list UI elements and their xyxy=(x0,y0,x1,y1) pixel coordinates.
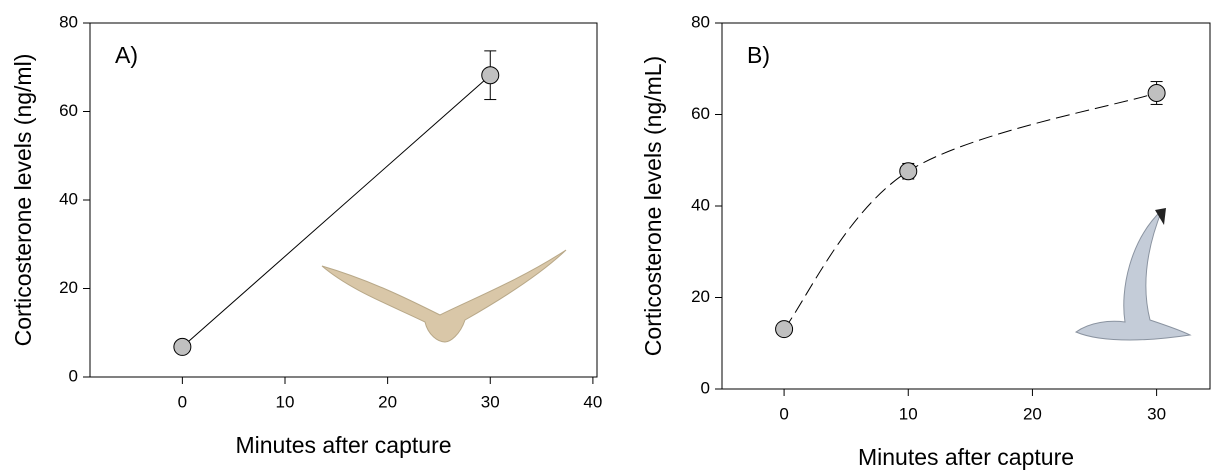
series-line xyxy=(783,92,1157,330)
x-tick-label: 30 xyxy=(481,392,500,411)
x-axis-label: Minutes after capture xyxy=(858,444,1074,470)
data-point xyxy=(1147,83,1166,102)
data-point xyxy=(173,337,192,356)
series-line xyxy=(182,74,491,348)
y-tick-label: 40 xyxy=(59,189,78,208)
x-tick-label: 20 xyxy=(1023,404,1042,423)
x-tick-label: 30 xyxy=(1147,404,1166,423)
data-point xyxy=(899,162,918,181)
plot-frame xyxy=(89,22,598,378)
y-tick-label: 60 xyxy=(59,101,78,120)
x-tick-label: 0 xyxy=(779,404,788,423)
x-tick-label: 10 xyxy=(899,404,918,423)
y-tick-label: 40 xyxy=(691,195,710,214)
x-tick-label: 0 xyxy=(178,392,187,411)
y-axis-label: Corticosterone levels (ng/mL) xyxy=(640,56,666,356)
y-tick-label: 20 xyxy=(691,287,710,306)
data-point xyxy=(481,66,500,85)
y-tick-label: 0 xyxy=(701,378,710,397)
x-tick-label: 20 xyxy=(378,392,397,411)
panel-label: B) xyxy=(747,42,770,68)
y-tick-label: 20 xyxy=(59,278,78,297)
y-tick-label: 0 xyxy=(69,366,78,385)
y-tick-label: 60 xyxy=(691,104,710,123)
y-tick-label: 80 xyxy=(691,12,710,31)
x-axis-label: Minutes after capture xyxy=(235,432,451,458)
bird-a xyxy=(321,249,567,343)
bird-b xyxy=(1074,208,1192,341)
y-tick-label: 80 xyxy=(59,12,78,31)
x-tick-label: 40 xyxy=(583,392,602,411)
data-point xyxy=(775,320,794,339)
y-axis-label: Corticosterone levels (ng/ml) xyxy=(10,54,36,347)
x-tick-label: 10 xyxy=(276,392,295,411)
panel-label: A) xyxy=(115,42,138,68)
